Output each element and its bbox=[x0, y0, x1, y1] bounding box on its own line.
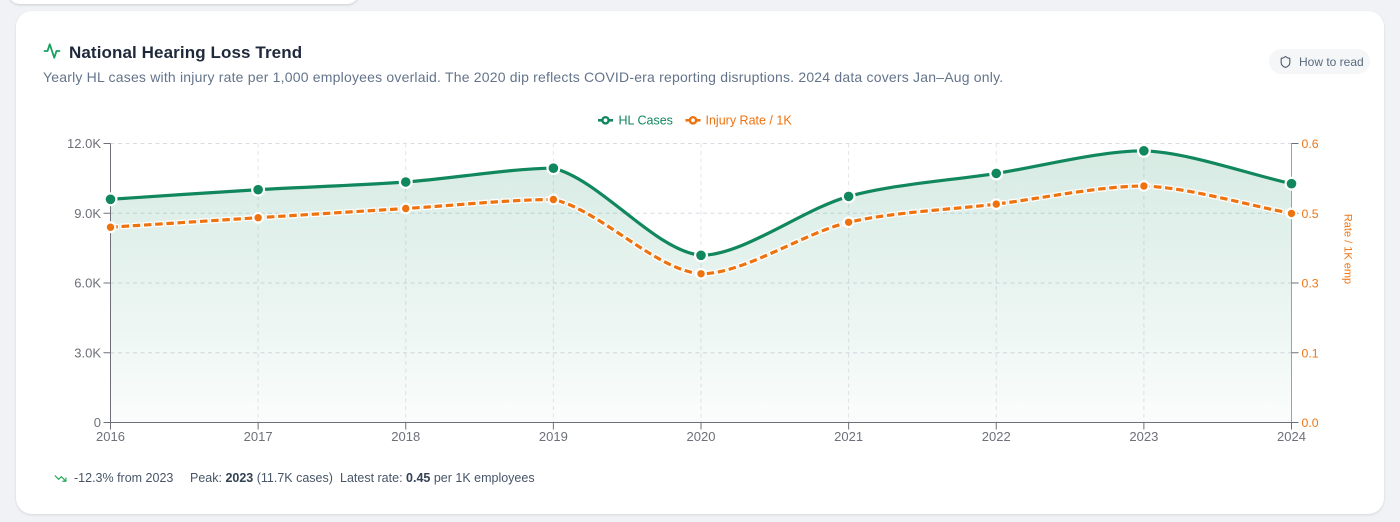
svg-text:9.0K: 9.0K bbox=[74, 206, 101, 221]
svg-text:0.1: 0.1 bbox=[1302, 346, 1319, 360]
svg-text:2018: 2018 bbox=[391, 429, 420, 444]
svg-text:0.0: 0.0 bbox=[1302, 416, 1319, 430]
svg-text:Injury Rate / 1K: Injury Rate / 1K bbox=[706, 114, 793, 128]
svg-text:HL Cases: HL Cases bbox=[619, 114, 673, 128]
svg-text:2020: 2020 bbox=[687, 429, 716, 444]
svg-text:0.3: 0.3 bbox=[1302, 277, 1319, 291]
svg-text:2021: 2021 bbox=[834, 429, 863, 444]
svg-text:2016: 2016 bbox=[96, 429, 125, 444]
svg-text:2017: 2017 bbox=[244, 429, 273, 444]
svg-text:6.0K: 6.0K bbox=[74, 276, 101, 291]
svg-text:Rate / 1K emp: Rate / 1K emp bbox=[1342, 214, 1354, 284]
svg-text:2019: 2019 bbox=[539, 429, 568, 444]
svg-text:3.0K: 3.0K bbox=[74, 345, 101, 360]
svg-text:0.6: 0.6 bbox=[1302, 137, 1319, 151]
svg-text:2022: 2022 bbox=[982, 429, 1011, 444]
svg-text:12.0K: 12.0K bbox=[67, 136, 101, 151]
svg-text:0.5: 0.5 bbox=[1302, 207, 1319, 221]
svg-text:2023: 2023 bbox=[1129, 429, 1158, 444]
svg-text:2024: 2024 bbox=[1277, 429, 1306, 444]
svg-text:0: 0 bbox=[94, 415, 101, 430]
